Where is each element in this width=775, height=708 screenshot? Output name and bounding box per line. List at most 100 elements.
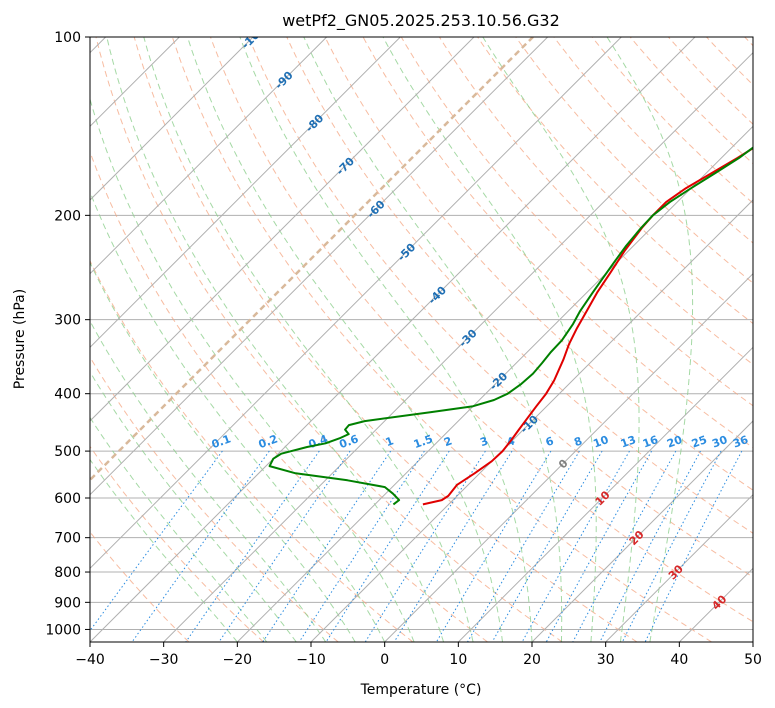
dry-adiabat — [400, 37, 753, 407]
y-tick-label: 300 — [54, 313, 81, 329]
moist-adiabat — [606, 37, 694, 642]
dewpoint-line — [268, 146, 753, 506]
dry-adiabat — [591, 37, 753, 204]
mixing-ratio-line — [621, 450, 722, 642]
mixing-ratio-label: 20 — [665, 433, 684, 451]
y-tick-label: 400 — [54, 387, 81, 403]
x-axis-label: Temperature (°C) — [360, 682, 482, 698]
isotherm — [90, 37, 696, 642]
dry-adiabat — [629, 37, 753, 165]
mixing-ratio-label: 10 — [591, 433, 610, 451]
temperature-line — [422, 146, 753, 506]
dry-adiabat — [210, 37, 753, 623]
x-tick-label: −10 — [296, 652, 326, 668]
dry-adiabat — [477, 37, 753, 325]
isotherm — [90, 37, 475, 422]
moist-adiabat — [239, 37, 533, 642]
frost-curve — [90, 37, 534, 482]
dry-adiabat — [171, 37, 712, 642]
mixing-ratio-line — [599, 450, 701, 642]
x-tick-label: 50 — [744, 652, 762, 668]
x-tick-label: −20 — [223, 652, 253, 668]
dry-adiabat — [515, 37, 753, 284]
moist-adiabat — [187, 37, 503, 642]
moist-adiabat — [482, 37, 640, 642]
chart-title: wetPf2_GN05.2025.253.10.56.G32 — [282, 11, 560, 31]
dry-adiabat — [90, 259, 414, 642]
moist-adiabat — [90, 416, 268, 642]
isotherm — [90, 37, 622, 570]
mixing-ratio-label: 2 — [442, 434, 454, 449]
mixing-ratio-line — [545, 450, 653, 642]
isotherm — [236, 125, 753, 642]
mixing-ratio-label: 16 — [641, 433, 660, 451]
mixing-ratio-line — [572, 450, 677, 642]
y-tick-label: 100 — [54, 30, 81, 46]
pressure-grid — [90, 37, 753, 630]
mixing-ratio-label: 30 — [710, 433, 729, 451]
mixing-ratio-label: 1 — [384, 434, 396, 449]
sounding-series — [268, 146, 753, 506]
isotherm — [163, 51, 753, 642]
y-tick-label: 800 — [54, 565, 81, 581]
mixing-ratio-label: 8 — [572, 434, 584, 449]
frost-curve-line — [90, 37, 534, 482]
mixing-ratio-line — [393, 450, 513, 642]
y-axis-label: Pressure (hPa) — [12, 289, 28, 389]
mixing-ratio-line — [491, 450, 603, 642]
y-tick-label: 1000 — [45, 622, 81, 638]
mixing-ratio-label: 1.5 — [412, 432, 435, 451]
dry-adiabat — [90, 445, 264, 642]
isotherm — [90, 37, 254, 201]
mixing-ratio-line — [644, 450, 743, 642]
x-tick-label: 20 — [523, 652, 541, 668]
x-tick-label: 30 — [597, 652, 615, 668]
mixing-ratio-label: 3 — [478, 434, 490, 449]
mixing-ratio-line — [90, 450, 223, 632]
mixing-ratio-label: 13 — [619, 433, 638, 450]
isotherm — [605, 493, 753, 642]
moist-adiabat — [90, 261, 356, 642]
mixing-ratio-line — [262, 450, 392, 642]
moist-adiabat — [303, 37, 563, 642]
x-tick-label: −40 — [75, 652, 105, 668]
x-tick-label: 0 — [380, 652, 389, 668]
moist-adiabat — [90, 320, 327, 642]
y-axis: 100 200 300 400 500 600 700 800 900 1000 — [45, 30, 90, 638]
dry-adiabat — [248, 37, 753, 578]
dry-adiabat — [133, 37, 638, 642]
dry-adiabats — [90, 37, 753, 642]
isotherm — [310, 199, 753, 642]
mixing-ratio-line — [218, 450, 351, 642]
x-tick-label: 10 — [449, 652, 467, 668]
moist-adiabat — [106, 37, 445, 642]
mixing-ratio-label: 0.1 — [210, 432, 233, 451]
mixing-ratio-line — [521, 450, 630, 642]
mixing-ratio-label: 6 — [544, 434, 556, 449]
mixing-ratio-label: 0.2 — [257, 432, 280, 451]
x-axis: −40 −30 −20 −10 0 10 20 30 40 50 — [75, 642, 762, 668]
isotherm — [90, 37, 328, 275]
dry-adiabat — [95, 37, 563, 642]
x-tick-label: −30 — [149, 652, 179, 668]
isotherm — [457, 346, 753, 642]
x-tick-label: 40 — [670, 652, 688, 668]
moist-adiabat — [382, 37, 597, 642]
moist-adiabat — [90, 190, 386, 642]
isotherm — [531, 420, 753, 642]
mixing-ratio-label: 25 — [690, 433, 709, 450]
isotherms — [90, 37, 753, 642]
y-tick-label: 500 — [54, 444, 81, 460]
mixing-ratio-line — [185, 450, 320, 642]
mixing-ratio-label: 36 — [731, 433, 750, 451]
y-tick-label: 900 — [54, 595, 81, 611]
moist-adiabats — [90, 37, 694, 642]
moist-adiabat — [143, 37, 474, 642]
mixing-ratio-line — [298, 450, 425, 642]
y-tick-label: 700 — [54, 531, 81, 547]
y-tick-label: 600 — [54, 491, 81, 507]
mixing-ratio-lines — [90, 450, 743, 642]
y-tick-label: 200 — [54, 208, 81, 224]
isotherm — [90, 37, 549, 496]
